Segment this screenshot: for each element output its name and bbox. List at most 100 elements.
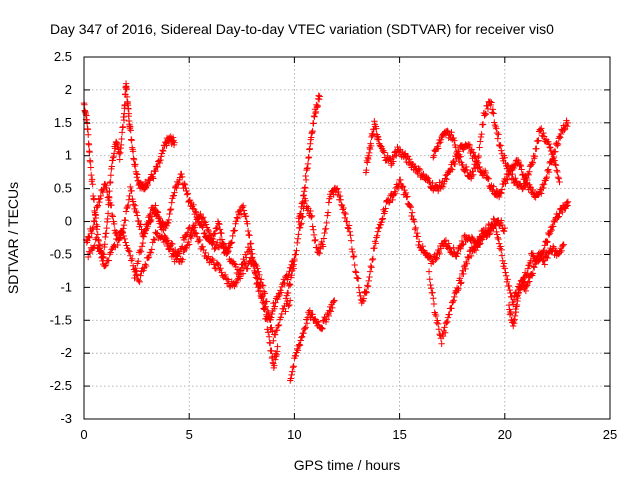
data-point xyxy=(261,306,268,313)
data-point xyxy=(430,152,438,159)
data-point xyxy=(484,102,491,109)
data-point xyxy=(193,230,200,237)
data-point xyxy=(425,175,432,182)
data-point xyxy=(163,235,170,242)
data-point xyxy=(466,248,473,255)
data-point xyxy=(309,311,316,318)
data-point xyxy=(97,192,105,200)
data-point xyxy=(511,312,519,320)
data-point xyxy=(141,230,148,237)
data-point xyxy=(285,270,292,278)
data-point xyxy=(291,255,298,263)
data-point xyxy=(122,208,130,215)
data-point xyxy=(552,162,560,169)
data-point xyxy=(186,241,193,248)
data-point xyxy=(140,233,148,240)
data-point xyxy=(134,171,141,178)
data-point xyxy=(312,236,319,244)
data-point xyxy=(305,153,313,161)
data-point xyxy=(178,173,186,181)
data-point xyxy=(85,233,93,241)
data-point xyxy=(519,171,526,179)
data-point xyxy=(147,249,155,256)
data-point xyxy=(399,183,407,191)
data-point xyxy=(292,352,300,360)
data-point xyxy=(88,171,95,179)
data-point xyxy=(463,260,471,267)
data-point xyxy=(209,240,216,248)
data-point xyxy=(315,244,323,252)
data-point xyxy=(492,191,499,198)
data-point xyxy=(224,276,232,283)
data-point xyxy=(554,214,561,222)
y-tick-label: -2 xyxy=(60,345,72,360)
x-axis-label: GPS time / hours xyxy=(294,457,401,473)
data-point xyxy=(544,238,551,245)
data-point xyxy=(411,218,418,226)
data-point xyxy=(336,192,344,200)
data-point xyxy=(133,209,140,216)
data-point xyxy=(551,157,558,164)
data-point xyxy=(408,212,415,220)
data-point xyxy=(268,324,275,331)
data-point xyxy=(512,174,519,182)
data-point xyxy=(189,225,196,232)
data-point xyxy=(441,175,449,182)
data-point xyxy=(498,186,506,193)
y-tick-label: -1 xyxy=(60,279,72,294)
data-point xyxy=(454,287,462,294)
data-point xyxy=(272,331,279,338)
data-point xyxy=(564,119,572,127)
data-point xyxy=(501,265,508,272)
data-point xyxy=(548,226,555,234)
data-point xyxy=(104,215,111,223)
data-point xyxy=(268,310,276,318)
data-point xyxy=(545,168,553,176)
data-point xyxy=(495,235,502,243)
data-point xyxy=(474,160,481,168)
data-point xyxy=(216,221,223,228)
data-point xyxy=(120,221,128,229)
data-point xyxy=(338,201,345,208)
data-point xyxy=(313,318,321,325)
data-point xyxy=(218,269,225,276)
data-point xyxy=(110,220,118,228)
data-point xyxy=(524,279,532,287)
data-point xyxy=(495,222,503,230)
data-point xyxy=(89,224,97,231)
data-point xyxy=(171,184,179,191)
data-point xyxy=(477,133,485,141)
data-point xyxy=(369,255,377,263)
data-point xyxy=(154,209,162,216)
data-point xyxy=(277,314,285,321)
data-point xyxy=(533,145,540,152)
data-point xyxy=(468,172,476,180)
data-point xyxy=(457,280,464,287)
data-point xyxy=(197,210,204,218)
data-point xyxy=(247,240,254,248)
data-point xyxy=(504,161,511,169)
data-point xyxy=(121,235,128,243)
data-point xyxy=(540,184,547,192)
data-point xyxy=(240,255,247,263)
data-point xyxy=(353,274,361,281)
data-point xyxy=(540,257,547,265)
data-point xyxy=(544,167,551,174)
data-point xyxy=(294,345,301,353)
data-point xyxy=(107,178,114,186)
data-point xyxy=(225,247,232,255)
data-point xyxy=(289,368,296,375)
data-point xyxy=(360,295,368,302)
data-point xyxy=(119,228,127,236)
data-point xyxy=(404,153,412,160)
data-point xyxy=(288,272,295,279)
data-point xyxy=(229,232,236,240)
data-point xyxy=(116,156,123,163)
data-point xyxy=(282,308,289,315)
data-point xyxy=(339,206,346,213)
data-point xyxy=(278,310,285,318)
data-point xyxy=(510,301,517,308)
data-point xyxy=(485,175,492,182)
data-point xyxy=(193,233,201,240)
data-point xyxy=(442,320,450,327)
